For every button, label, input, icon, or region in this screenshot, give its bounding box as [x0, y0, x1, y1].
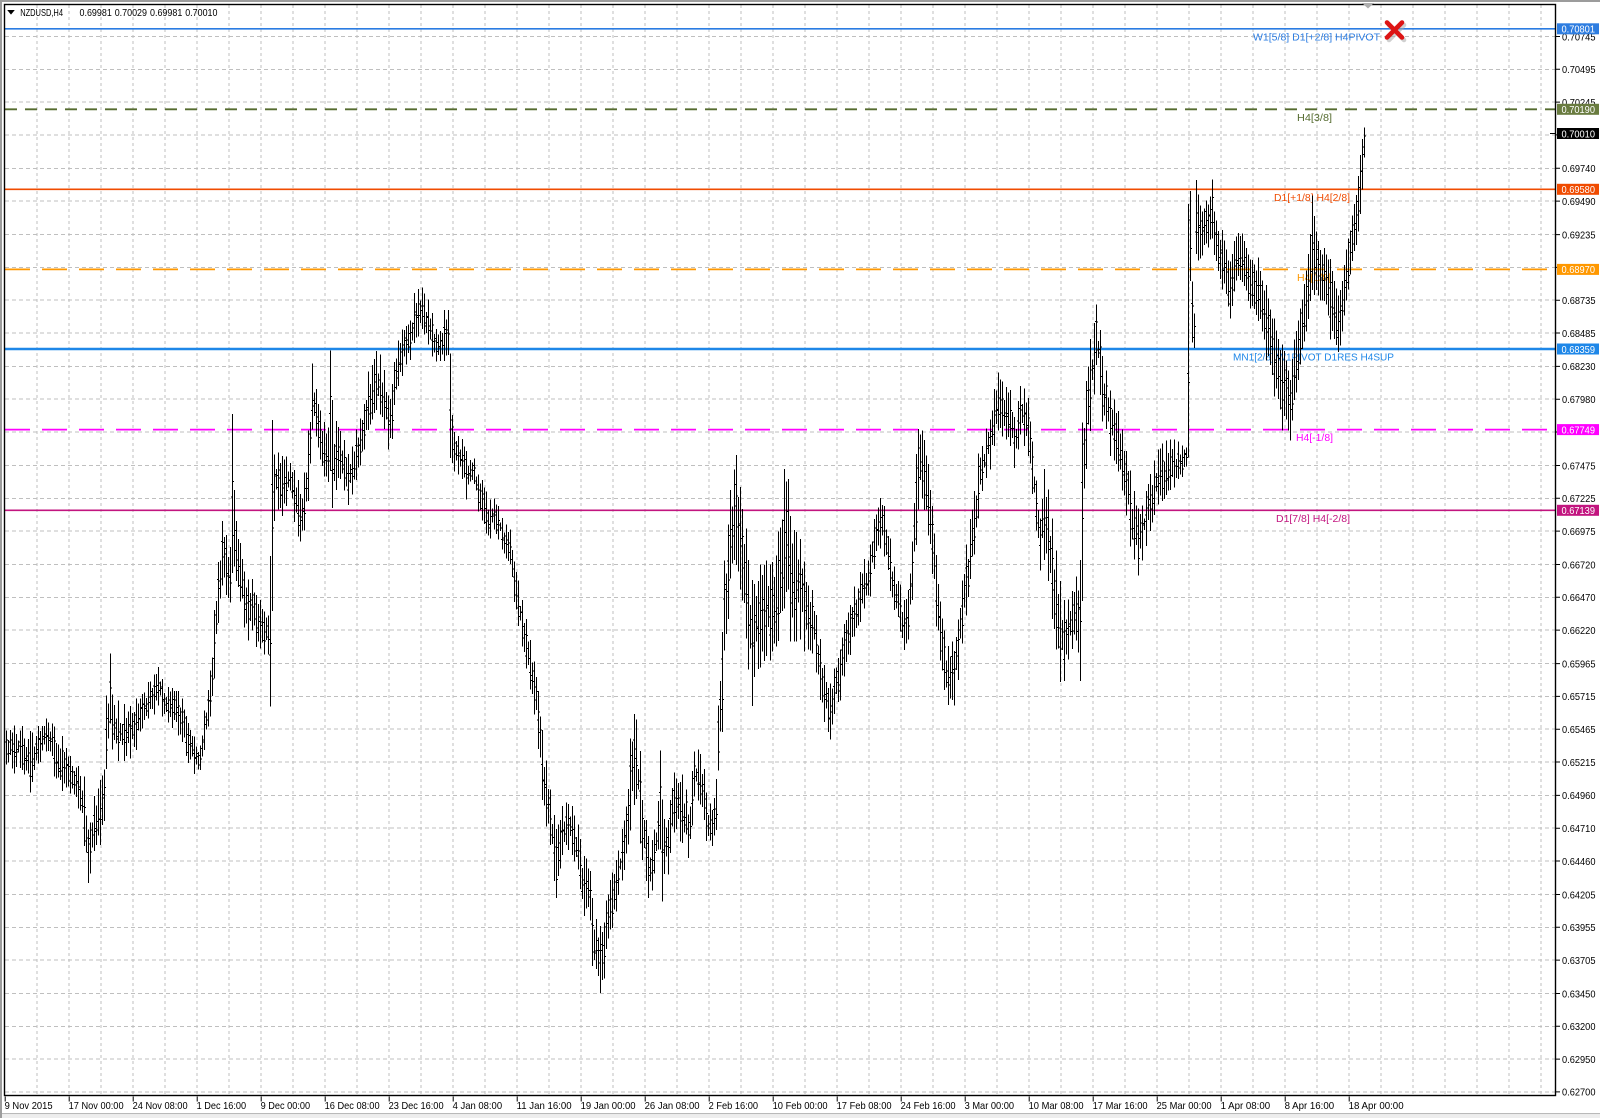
svg-text:0.65965: 0.65965	[1562, 658, 1596, 670]
svg-text:23 Dec 16:00: 23 Dec 16:00	[389, 1100, 444, 1112]
svg-text:0.64960: 0.64960	[1562, 790, 1596, 802]
svg-text:0.70801: 0.70801	[1562, 24, 1596, 36]
svg-text:24 Feb 16:00: 24 Feb 16:00	[901, 1100, 956, 1112]
svg-text:0.66975: 0.66975	[1562, 526, 1596, 538]
svg-text:18 Apr 00:00: 18 Apr 00:00	[1349, 1100, 1404, 1112]
svg-text:0.69580: 0.69580	[1562, 184, 1596, 196]
svg-text:0.68485: 0.68485	[1562, 328, 1596, 340]
svg-text:0.68230: 0.68230	[1562, 361, 1596, 373]
svg-text:0.70010: 0.70010	[1562, 128, 1596, 140]
svg-text:0.67749: 0.67749	[1562, 424, 1596, 436]
svg-text:9 Dec 00:00: 9 Dec 00:00	[261, 1100, 311, 1112]
svg-text:19 Jan 00:00: 19 Jan 00:00	[581, 1100, 636, 1112]
svg-text:0.69981: 0.69981	[80, 7, 112, 19]
svg-text:0.63450: 0.63450	[1562, 988, 1596, 1000]
svg-text:0.69981: 0.69981	[150, 7, 182, 19]
svg-text:0.69490: 0.69490	[1562, 196, 1596, 208]
svg-text:0.63200: 0.63200	[1562, 1021, 1596, 1033]
svg-text:MN1[2/8] W1PIVOT D1RES H4SUP: MN1[2/8] W1PIVOT D1RES H4SUP	[1233, 352, 1394, 364]
svg-text:9 Nov 2015: 9 Nov 2015	[5, 1100, 53, 1112]
svg-text:W1[5/8] D1[+2/8] H4PIVOT: W1[5/8] D1[+2/8] H4PIVOT	[1253, 31, 1381, 43]
svg-text:0.68970: 0.68970	[1562, 264, 1596, 276]
svg-text:0.70029: 0.70029	[115, 7, 147, 19]
svg-text:1 Dec 16:00: 1 Dec 16:00	[197, 1100, 247, 1112]
svg-text:24 Nov 08:00: 24 Nov 08:00	[133, 1100, 188, 1112]
svg-text:25 Mar 00:00: 25 Mar 00:00	[1157, 1100, 1212, 1112]
svg-text:11 Jan 16:00: 11 Jan 16:00	[517, 1100, 572, 1112]
svg-text:0.65715: 0.65715	[1562, 691, 1596, 703]
svg-text:0.67225: 0.67225	[1562, 493, 1596, 505]
svg-text:17 Mar 16:00: 17 Mar 16:00	[1093, 1100, 1148, 1112]
svg-text:17 Feb 08:00: 17 Feb 08:00	[837, 1100, 892, 1112]
svg-text:0.65215: 0.65215	[1562, 757, 1596, 769]
svg-text:0.69740: 0.69740	[1562, 163, 1596, 175]
svg-text:0.64205: 0.64205	[1562, 889, 1596, 901]
svg-text:0.62700: 0.62700	[1562, 1087, 1596, 1099]
svg-text:H4[-1/8]: H4[-1/8]	[1296, 432, 1333, 444]
svg-text:0.68359: 0.68359	[1562, 344, 1596, 356]
svg-text:16 Dec 08:00: 16 Dec 08:00	[325, 1100, 380, 1112]
svg-text:26 Jan 08:00: 26 Jan 08:00	[645, 1100, 700, 1112]
svg-text:10 Feb 00:00: 10 Feb 00:00	[773, 1100, 828, 1112]
svg-text:0.70495: 0.70495	[1562, 64, 1596, 76]
svg-text:0.65465: 0.65465	[1562, 724, 1596, 736]
svg-text:0.67980: 0.67980	[1562, 394, 1596, 406]
svg-text:0.69235: 0.69235	[1562, 229, 1596, 241]
svg-text:1 Apr 08:00: 1 Apr 08:00	[1221, 1100, 1271, 1112]
svg-text:2 Feb 16:00: 2 Feb 16:00	[709, 1100, 759, 1112]
svg-text:NZDUSD,H4: NZDUSD,H4	[20, 7, 63, 19]
svg-text:0.66470: 0.66470	[1562, 592, 1596, 604]
svg-text:0.70010: 0.70010	[185, 7, 217, 19]
svg-text:D1[7/8] H4[-2/8]: D1[7/8] H4[-2/8]	[1276, 513, 1350, 525]
svg-text:10 Mar 08:00: 10 Mar 08:00	[1029, 1100, 1084, 1112]
svg-text:0.66220: 0.66220	[1562, 625, 1596, 637]
svg-text:0.68735: 0.68735	[1562, 295, 1596, 307]
svg-text:17 Nov 00:00: 17 Nov 00:00	[69, 1100, 124, 1112]
svg-text:0.62950: 0.62950	[1562, 1054, 1596, 1066]
svg-text:4 Jan 08:00: 4 Jan 08:00	[453, 1100, 503, 1112]
svg-text:H4[3/8]: H4[3/8]	[1297, 112, 1332, 124]
svg-text:0.64460: 0.64460	[1562, 856, 1596, 868]
svg-text:0.63705: 0.63705	[1562, 955, 1596, 967]
svg-text:3 Mar 00:00: 3 Mar 00:00	[965, 1100, 1015, 1112]
svg-text:0.66720: 0.66720	[1562, 559, 1596, 571]
svg-text:0.67139: 0.67139	[1562, 505, 1596, 517]
svg-text:0.64710: 0.64710	[1562, 823, 1596, 835]
svg-text:0.63955: 0.63955	[1562, 922, 1596, 934]
svg-text:0.67475: 0.67475	[1562, 460, 1596, 472]
svg-text:0.70190: 0.70190	[1562, 104, 1596, 116]
svg-text:8 Apr 16:00: 8 Apr 16:00	[1285, 1100, 1335, 1112]
